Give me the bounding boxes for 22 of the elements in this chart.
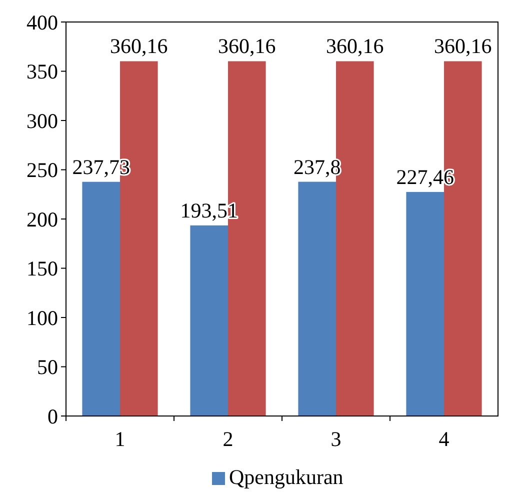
bar	[82, 182, 120, 416]
y-tick-label: 300	[26, 108, 58, 133]
bar	[406, 192, 444, 416]
y-tick-label: 350	[26, 60, 58, 84]
x-tick-label: 4	[438, 427, 450, 451]
y-tick-label: 150	[26, 256, 58, 281]
y-tick-label: 50	[37, 355, 58, 380]
legend-label: Qpengukuran	[229, 465, 344, 489]
data-label: 360,16	[326, 34, 384, 58]
y-tick-label: 0	[48, 404, 58, 428]
x-tick-label: 2	[222, 427, 234, 451]
x-tick-label: 1	[114, 427, 126, 451]
data-label: 360,16	[434, 34, 492, 58]
y-tick-label: 100	[26, 306, 58, 330]
bar	[298, 182, 336, 416]
y-tick-label: 250	[26, 158, 58, 182]
data-label: 360,16	[218, 34, 276, 58]
data-label: 360,16	[110, 34, 168, 58]
bar	[190, 225, 228, 416]
x-tick-label: 3	[330, 427, 342, 451]
y-tick-label: 200	[26, 207, 58, 232]
y-tick-label: 400	[26, 10, 58, 34]
